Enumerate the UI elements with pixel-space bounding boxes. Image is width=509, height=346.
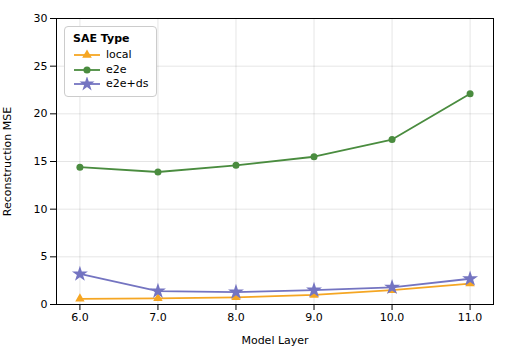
svg-text:7.0: 7.0 <box>149 311 167 324</box>
svg-text:20: 20 <box>34 107 48 120</box>
svg-text:5: 5 <box>41 250 48 263</box>
svg-text:9.0: 9.0 <box>305 311 323 324</box>
html-text:SAE Type: SAE Type <box>73 32 130 45</box>
svg-text:15: 15 <box>34 155 48 168</box>
svg-text:25: 25 <box>34 60 48 73</box>
svg-text:Model Layer: Model Layer <box>241 334 309 346</box>
html-text:e2e: e2e <box>106 62 127 76</box>
svg-text:10.0: 10.0 <box>380 311 405 324</box>
svg-text:0: 0 <box>41 298 48 311</box>
svg-text:8.0: 8.0 <box>227 311 245 324</box>
html-text:local: local <box>106 48 132 62</box>
svg-text:30: 30 <box>34 12 48 25</box>
svg-text:11.0: 11.0 <box>458 311 483 324</box>
html-text:e2e+ds: e2e+ds <box>106 76 149 90</box>
svg-text:6.0: 6.0 <box>71 311 89 324</box>
svg-text:10: 10 <box>34 203 48 216</box>
svg-text:Reconstruction MSE: Reconstruction MSE <box>1 107 14 216</box>
